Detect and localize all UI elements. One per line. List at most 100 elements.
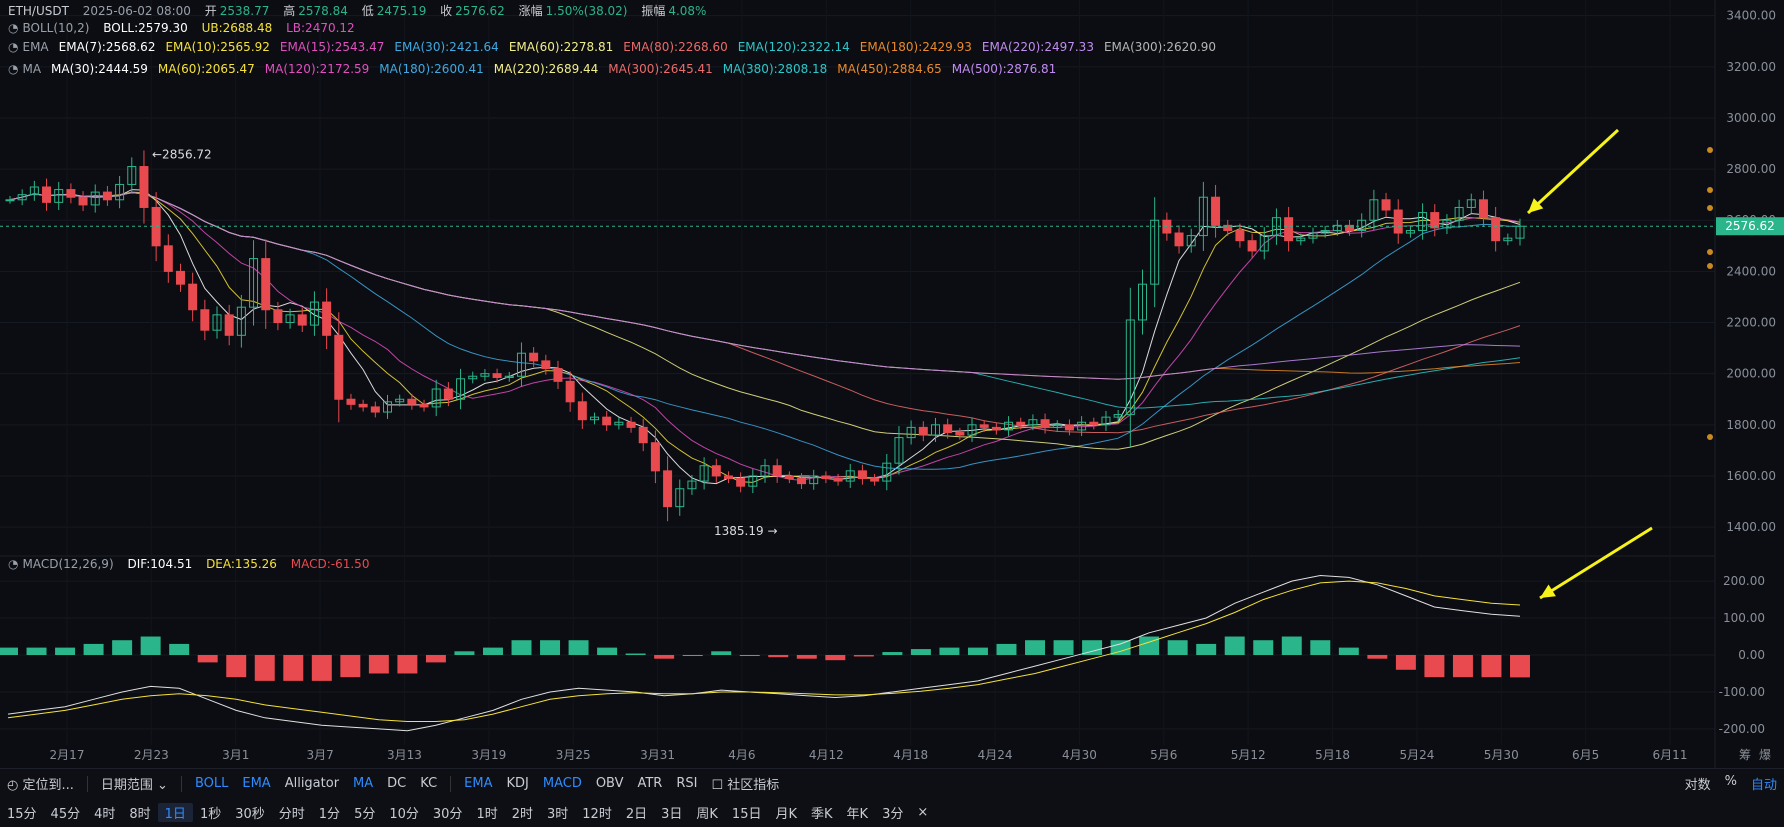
alert-marker[interactable]: [1707, 187, 1713, 193]
candle-body[interactable]: [1150, 219, 1160, 285]
candle-body[interactable]: [955, 431, 965, 436]
sub-indicator-rsi[interactable]: RSI: [676, 776, 698, 791]
candle-body[interactable]: [833, 478, 843, 482]
period-30分[interactable]: 30分: [432, 807, 463, 822]
candle-body[interactable]: [1064, 424, 1074, 431]
alert-marker[interactable]: [1707, 205, 1713, 211]
period-12时[interactable]: 12时: [582, 807, 612, 822]
scale-option[interactable]: 自动: [1750, 778, 1777, 793]
candle-body[interactable]: [334, 334, 344, 400]
candle-body[interactable]: [1296, 237, 1306, 242]
period-30秒[interactable]: 30秒: [235, 807, 265, 822]
candle-body[interactable]: [967, 424, 977, 436]
community-indicator-button[interactable]: ☐ 社区指标: [704, 774, 786, 793]
candle-body[interactable]: [1332, 224, 1342, 231]
candle-body[interactable]: [212, 314, 222, 331]
candle-body[interactable]: [1418, 212, 1428, 231]
candle-body[interactable]: [1393, 209, 1403, 234]
candle-body[interactable]: [492, 373, 502, 379]
candle-body[interactable]: [1113, 414, 1123, 418]
candle-body[interactable]: [590, 416, 600, 421]
candle-body[interactable]: [565, 380, 575, 403]
close-icon[interactable]: ×: [917, 805, 929, 820]
candle-body[interactable]: [78, 196, 88, 206]
alert-marker[interactable]: [1707, 263, 1713, 269]
candle-body[interactable]: [468, 375, 478, 380]
candle-body[interactable]: [736, 478, 746, 487]
candle-body[interactable]: [1198, 196, 1208, 237]
candle-body[interactable]: [1259, 235, 1269, 252]
candle-body[interactable]: [1016, 421, 1026, 426]
candle-body[interactable]: [261, 258, 271, 311]
candle-body[interactable]: [687, 480, 697, 490]
scale-option[interactable]: %: [1724, 774, 1737, 789]
candle-body[interactable]: [1357, 219, 1367, 231]
bell-icon[interactable]: ◔: [8, 557, 19, 571]
indicator-ema[interactable]: EMA: [242, 776, 271, 791]
candle-body[interactable]: [541, 360, 551, 370]
sub-indicator-obv[interactable]: OBV: [595, 776, 624, 791]
sub-indicator-kdj[interactable]: KDJ: [506, 776, 529, 791]
candle-body[interactable]: [1320, 229, 1330, 234]
candle-body[interactable]: [529, 352, 539, 362]
period-8时[interactable]: 8时: [129, 807, 151, 822]
candle-body[interactable]: [1186, 235, 1196, 247]
period-15分[interactable]: 15分: [7, 807, 37, 822]
candle-body[interactable]: [358, 403, 368, 408]
candle-body[interactable]: [419, 403, 429, 408]
candle-body[interactable]: [979, 424, 989, 428]
indicator-dc[interactable]: DC: [387, 776, 407, 791]
period-5分[interactable]: 5分: [354, 807, 376, 822]
candle-body[interactable]: [1174, 232, 1184, 247]
period-1时[interactable]: 1时: [476, 807, 498, 822]
period-2时[interactable]: 2时: [511, 807, 533, 822]
alert-marker[interactable]: [1707, 434, 1713, 440]
candle-body[interactable]: [115, 183, 125, 201]
candle-body[interactable]: [626, 421, 636, 428]
candle-body[interactable]: [930, 424, 940, 436]
candle-body[interactable]: [1077, 421, 1087, 431]
candle-body[interactable]: [346, 398, 356, 405]
candle-body[interactable]: [175, 270, 185, 285]
period-3日[interactable]: 3日: [661, 807, 683, 822]
candle-body[interactable]: [188, 283, 198, 311]
candle-body[interactable]: [456, 378, 466, 400]
candle-body[interactable]: [29, 186, 39, 196]
candle-body[interactable]: [1478, 199, 1488, 219]
candle-body[interactable]: [297, 314, 307, 326]
candle-body[interactable]: [1138, 283, 1147, 321]
date-range-button[interactable]: 日期范围 ⌄: [94, 774, 175, 793]
candle-body[interactable]: [882, 462, 892, 482]
ema-label[interactable]: EMA: [22, 40, 49, 54]
candle-body[interactable]: [1211, 196, 1221, 226]
period-周K[interactable]: 周K: [696, 807, 718, 822]
candle-body[interactable]: [894, 437, 904, 464]
period-年K[interactable]: 年K: [846, 807, 869, 822]
candle-body[interactable]: [273, 309, 283, 324]
bell-icon[interactable]: ◔: [8, 40, 19, 54]
candle-body[interactable]: [90, 191, 100, 206]
candle-body[interactable]: [809, 475, 819, 485]
bell-icon[interactable]: ◔: [8, 62, 19, 76]
candle-body[interactable]: [577, 401, 587, 421]
candle-body[interactable]: [1247, 240, 1257, 252]
candle-body[interactable]: [991, 426, 1001, 431]
candle-body[interactable]: [1223, 224, 1233, 231]
candle-body[interactable]: [1345, 224, 1355, 231]
period-季K[interactable]: 季K: [811, 807, 833, 822]
candle-body[interactable]: [784, 475, 794, 480]
period-15日[interactable]: 15日: [731, 807, 762, 822]
period-1秒[interactable]: 1秒: [199, 807, 222, 822]
locate-button[interactable]: ◴ 定位到...: [7, 778, 74, 793]
period-3时[interactable]: 3时: [547, 807, 569, 822]
candle-body[interactable]: [845, 470, 855, 482]
candle-body[interactable]: [1405, 229, 1415, 234]
candle-body[interactable]: [1491, 217, 1501, 242]
period-2日[interactable]: 2日: [625, 807, 648, 822]
candle-body[interactable]: [918, 426, 928, 436]
candle-body[interactable]: [1454, 206, 1464, 221]
period-10分[interactable]: 10分: [389, 807, 419, 822]
candle-body[interactable]: [870, 478, 880, 482]
price-chart[interactable]: 3400.003200.003000.002800.002600.002400.…: [0, 0, 1784, 768]
candle-body[interactable]: [127, 166, 137, 185]
